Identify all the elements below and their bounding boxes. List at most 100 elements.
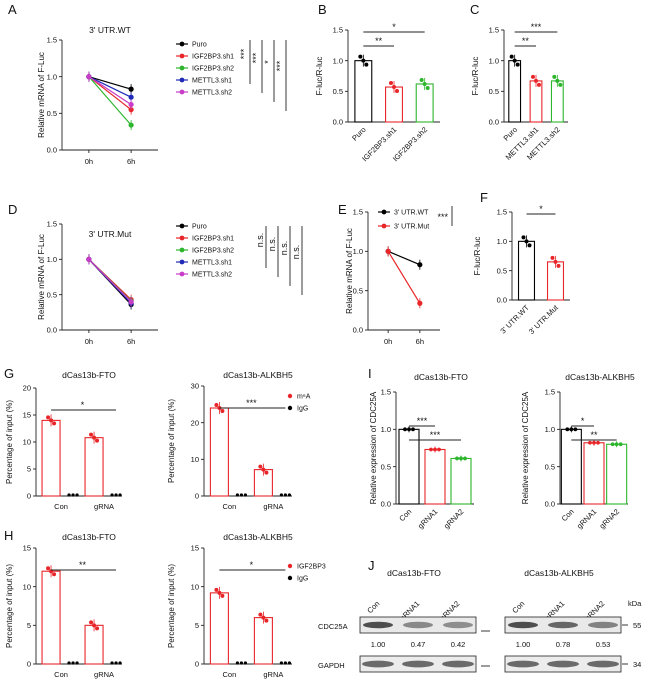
sig-label-E: *** — [437, 212, 448, 222]
H-left-y-tick-label: 10 — [23, 582, 31, 591]
bar-I-left — [398, 428, 420, 505]
data-dot-H-right — [258, 612, 263, 617]
bar-C — [529, 80, 543, 123]
data-dot-B — [419, 77, 424, 82]
igg-dot-G-right — [235, 493, 239, 497]
igg-dot-G-right — [279, 493, 283, 497]
panel-label-D: D — [8, 202, 17, 217]
panel-label-B: B — [318, 2, 327, 17]
x-tick-label-E: 6h — [416, 337, 424, 346]
legend-marker-D — [179, 271, 185, 277]
data-point-A — [128, 107, 134, 113]
band-ratio-J-right: 0.53 — [596, 640, 611, 649]
sig-label-D: n.s. — [291, 245, 301, 260]
data-dot-H-right — [214, 587, 219, 592]
data-dot-H-right — [217, 590, 222, 595]
data-dot-F — [556, 263, 561, 268]
x-tick-label-I-right: gRNA2 — [598, 507, 621, 530]
band-ratio-J-left: 0.47 — [411, 640, 426, 649]
I-right-y-tick-label: 1.0 — [545, 425, 555, 434]
bar-G-right — [209, 407, 229, 497]
x-tick-label-H-right: gRNA — [263, 670, 283, 679]
legend-label-D: IGF2BP3.sh2 — [192, 248, 234, 255]
legend-marker-D — [179, 223, 185, 229]
x-tick-label-E: 0h — [384, 337, 392, 346]
F-y-tick-label: 1.0 — [497, 237, 507, 246]
sig-label-D: n.s. — [279, 241, 289, 256]
sig-label-C: ** — [522, 36, 530, 46]
x-tick-label-H-left: Con — [54, 670, 68, 679]
band-gapdh-J-left — [442, 660, 474, 668]
sig-label-B: ** — [375, 36, 383, 46]
H-right-y-tick-label: 10 — [191, 582, 199, 591]
E-y-tick-label: 1.0 — [353, 247, 363, 256]
y-axis-label-E: Relative mRNA of F-Luc — [345, 228, 354, 314]
G-right-y-tick-label: 20 — [191, 418, 199, 427]
legend-label-H-right: IgG — [297, 576, 308, 583]
I-right-y-tick-label: 0.5 — [545, 462, 555, 471]
y-axis-label-H-left: Percentage of input (%) — [5, 564, 14, 648]
D-y-tick-label: 1.0 — [47, 255, 57, 264]
x-tick-label-G-left: Con — [54, 502, 68, 511]
data-dot-C — [555, 78, 560, 83]
sig-label-G-right: *** — [246, 398, 257, 408]
x-tick-label-A: 0h — [85, 157, 93, 166]
chart-title-H-right: dCas13b-ALKBH5 — [223, 532, 293, 542]
legend-label-D: METTL3.sh1 — [192, 260, 232, 267]
bar-C — [550, 80, 564, 123]
data-point-A — [128, 86, 134, 92]
sig-label-A: *** — [275, 60, 285, 71]
sig-label-I-left: *** — [417, 416, 428, 426]
data-dot-C — [558, 82, 563, 87]
igg-dot-H-left — [114, 661, 118, 665]
legend-label-D: IGF2BP3.sh1 — [192, 236, 234, 243]
data-dot-I-right — [596, 440, 600, 445]
x-tick-label-H-right: Con — [223, 670, 237, 679]
kda-value: 34 — [633, 660, 641, 669]
y-axis-label-I-right: Relative expression of CDC25A — [521, 391, 530, 504]
legend-marker-H-right — [287, 575, 293, 581]
data-dot-I-left — [463, 456, 467, 461]
bar-I-right — [606, 443, 628, 505]
data-dot-C — [537, 82, 541, 87]
data-dot-G-left — [89, 432, 94, 437]
band-ratio-J-right: 0.78 — [556, 640, 571, 649]
panel-label-E: E — [338, 202, 347, 217]
data-dot-I-left — [455, 456, 459, 461]
chart-title-D: 3' UTR.Mut — [89, 229, 132, 239]
legend-marker-A — [179, 65, 185, 71]
panel-label-G: G — [4, 366, 14, 381]
bar-I-right — [583, 442, 605, 505]
G-left-y-tick-label: 15 — [23, 411, 31, 420]
data-dot-H-left — [52, 572, 57, 577]
sig-label-D: n.s. — [267, 237, 277, 252]
data-dot-I-left — [433, 447, 437, 452]
bar-I-right — [560, 428, 582, 505]
blot-row-label: CDC25A — [318, 622, 348, 631]
data-dot-H-left — [46, 566, 51, 571]
data-dot-H-right — [220, 593, 225, 598]
series-line-A — [88, 76, 132, 106]
x-tick-label-I-right: gRNA1 — [575, 507, 598, 530]
D-y-tick-label: 1.5 — [47, 220, 57, 229]
sig-label-A: * — [263, 60, 273, 64]
E-y-tick-label: 0.5 — [353, 286, 363, 295]
data-point-D — [128, 299, 134, 305]
legend-label-A: METTL3.sh1 — [192, 78, 232, 85]
data-dot-B — [358, 54, 363, 59]
sig-label-A: *** — [251, 52, 261, 63]
x-tick-label-G-right: Con — [223, 502, 237, 511]
igg-dot-H-right — [235, 661, 239, 665]
chart-title-A: 3' UTR.WT — [89, 25, 131, 35]
bar-B — [354, 60, 373, 123]
data-dot-I-left — [437, 447, 441, 452]
bar-H-left — [41, 570, 61, 665]
igg-dot-H-left — [75, 661, 79, 665]
lane-label-J-right: Con — [510, 599, 526, 615]
chart-title-I-left: dCas13b-FTO — [414, 372, 468, 382]
panel-label-A: A — [8, 2, 17, 17]
data-dot-G-right — [258, 464, 263, 469]
G-right-y-tick-label: 10 — [191, 455, 199, 464]
data-dot-I-right — [610, 442, 615, 447]
legend-marker-A — [179, 77, 185, 83]
